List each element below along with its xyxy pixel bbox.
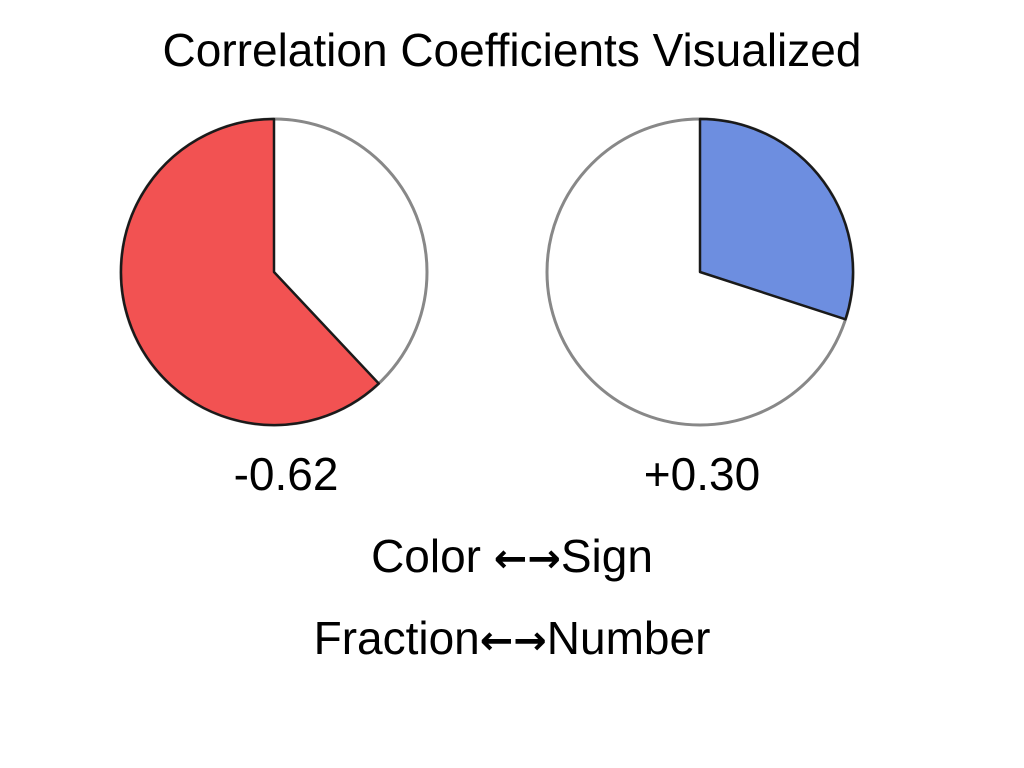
double-arrow-icon: ←→: [493, 536, 561, 582]
pie-value-label-negative: -0.62: [233, 448, 339, 500]
page-title: Correlation Coefficients Visualized: [162, 24, 862, 76]
double-arrow-icon: ←→: [479, 618, 547, 664]
pie-negative-slice: [119, 117, 380, 427]
legend-sign-text: Sign: [560, 530, 653, 582]
pie-value-label-positive: +0.30: [643, 448, 761, 500]
legend-color-text: Color: [371, 530, 494, 582]
pie-positive-slice: [698, 117, 855, 321]
legend-fraction-text: Fraction: [313, 612, 480, 664]
legend-color-sign: Color ←→Sign: [0, 528, 1024, 587]
legend-number-text: Number: [546, 612, 711, 664]
legend-fraction-number: Fraction←→Number: [0, 610, 1024, 669]
